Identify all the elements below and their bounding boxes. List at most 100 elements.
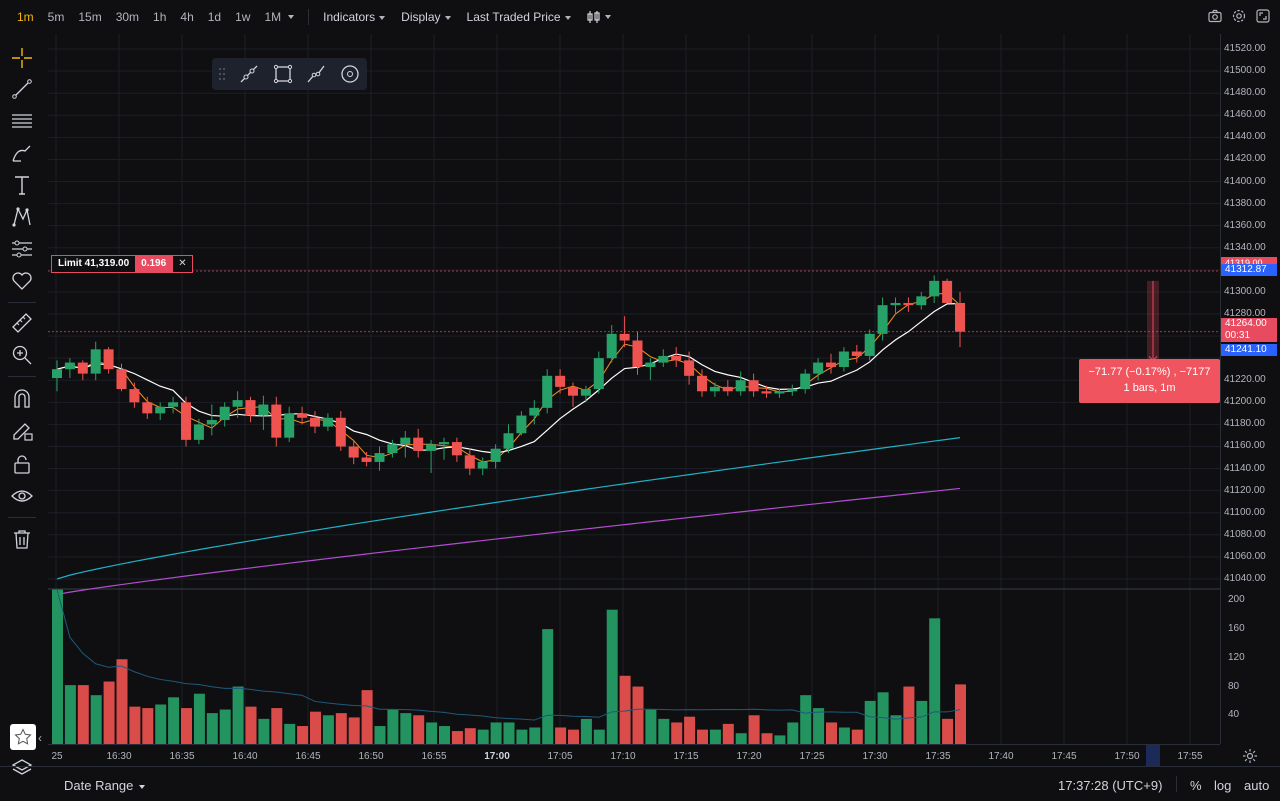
timeframe-1w[interactable]: 1w [235, 10, 251, 24]
trash-icon[interactable] [10, 527, 34, 551]
volume-bar [348, 717, 360, 744]
time-tick: 16:30 [106, 751, 132, 762]
pencil-lock-icon[interactable] [10, 419, 34, 443]
measure-bars-text: 1 bars, 1m [1123, 382, 1176, 394]
timeframe-1h[interactable]: 1h [153, 10, 167, 24]
camera-icon[interactable] [1208, 9, 1222, 23]
volume-bar [232, 686, 244, 744]
circle-tool-icon[interactable] [333, 58, 367, 90]
volume-bar [387, 709, 399, 744]
log-toggle[interactable]: log [1214, 778, 1232, 793]
price-axis[interactable] [1220, 34, 1280, 744]
text-icon[interactable] [10, 173, 34, 197]
volume-bar [916, 700, 928, 744]
volume-bar [52, 589, 63, 744]
candle-body [77, 362, 88, 374]
price-tick: 41280.00 [1224, 308, 1266, 319]
display-button[interactable]: Display [393, 10, 458, 24]
volume-bar [219, 709, 231, 744]
volume-bar [400, 713, 412, 744]
price-tick: 41460.00 [1224, 109, 1266, 121]
ruler-icon[interactable] [10, 311, 34, 335]
candle-body [877, 305, 888, 334]
candle-body [193, 424, 204, 440]
trendline-icon[interactable] [10, 77, 34, 101]
timeframe-30m[interactable]: 30m [115, 10, 140, 24]
candle-body [800, 373, 811, 390]
timeframe-1M[interactable]: 1M [264, 10, 282, 24]
candle-body [90, 349, 101, 374]
candle-body [310, 417, 320, 427]
time-tick: 16:50 [358, 751, 384, 762]
timeframe-dropdown-icon[interactable] [288, 15, 295, 19]
crosshair-icon[interactable] [10, 46, 34, 70]
price-chart[interactable] [48, 34, 1220, 744]
volume-bar [374, 726, 386, 744]
floating-drawing-toolbar[interactable] [212, 58, 367, 90]
line-tool-icon[interactable] [232, 58, 266, 90]
rectangle-tool-icon[interactable] [266, 58, 300, 90]
brush-icon[interactable] [10, 141, 34, 165]
candle-body [271, 404, 282, 438]
volume-bar [568, 729, 579, 744]
forecast-icon[interactable] [10, 237, 34, 261]
candle-body [297, 413, 308, 418]
price-source-button[interactable]: Last Traded Price [459, 10, 579, 24]
clock-text[interactable]: 17:37:28 (UTC+9) [1058, 778, 1163, 793]
gear-icon[interactable] [1232, 9, 1246, 23]
candle-body [400, 437, 411, 445]
volume-bar [503, 722, 515, 744]
eye-icon[interactable] [10, 484, 34, 508]
magnet-icon[interactable] [10, 386, 34, 410]
date-range-button[interactable]: Date Range [64, 778, 146, 793]
limit-order-label[interactable]: Limit 41,319.00 0.196 ✕ [51, 255, 193, 273]
volume-bar [748, 715, 760, 744]
fullscreen-icon[interactable] [1256, 9, 1270, 23]
timeframe-4h[interactable]: 4h [180, 10, 194, 24]
candle-body [671, 355, 682, 361]
timeframe-15m[interactable]: 15m [78, 10, 102, 24]
volume-bar [942, 718, 954, 744]
volume-bar [787, 722, 799, 744]
axis-settings-icon[interactable] [1242, 748, 1258, 767]
price-tick: 41060.00 [1224, 550, 1266, 562]
layers-icon[interactable] [10, 756, 34, 780]
collapse-chevron-icon[interactable]: ‹ [38, 731, 42, 745]
time-axis[interactable] [48, 744, 1220, 767]
lock-icon[interactable] [10, 452, 34, 476]
volume-bar [155, 704, 167, 744]
pattern-icon[interactable] [10, 205, 34, 229]
price-tick: 41520.00 [1224, 43, 1266, 55]
chart-type-button[interactable] [579, 10, 619, 25]
candle-countdown: 00:31 [1221, 330, 1277, 342]
indicators-button[interactable]: Indicators [315, 10, 393, 24]
heart-icon[interactable] [10, 269, 34, 293]
volume-bar [826, 722, 837, 744]
timeframe-1m[interactable]: 1m [17, 10, 34, 24]
volume-bar [516, 729, 528, 744]
candle-body [374, 453, 385, 462]
volume-bar [555, 727, 567, 744]
zoom-in-icon[interactable] [10, 343, 34, 367]
volume-tick: 40 [1228, 709, 1240, 721]
drag-handle-icon[interactable] [212, 58, 232, 90]
candle-body [232, 400, 243, 407]
candle-body [477, 461, 488, 469]
close-order-icon[interactable]: ✕ [172, 256, 192, 272]
favorite-star-icon[interactable] [10, 724, 36, 750]
ma-long-line [56, 437, 961, 580]
auto-toggle[interactable]: auto [1244, 778, 1270, 793]
percent-toggle[interactable]: % [1190, 778, 1202, 793]
measure-change-text: −71.77 (−0.17%) , −7177 [1088, 366, 1211, 378]
candle-body [761, 391, 772, 394]
horizontal-lines-icon[interactable] [10, 109, 34, 133]
candle-body [439, 442, 449, 445]
timeframe-1d[interactable]: 1d [207, 10, 222, 24]
timeframe-5m[interactable]: 5m [47, 10, 65, 24]
volume-bar [451, 731, 463, 744]
path-tool-icon[interactable] [299, 58, 333, 90]
candle-body [284, 413, 295, 438]
time-tick: 17:10 [610, 751, 636, 762]
volume-bar [671, 722, 683, 744]
volume-bar [103, 681, 115, 744]
